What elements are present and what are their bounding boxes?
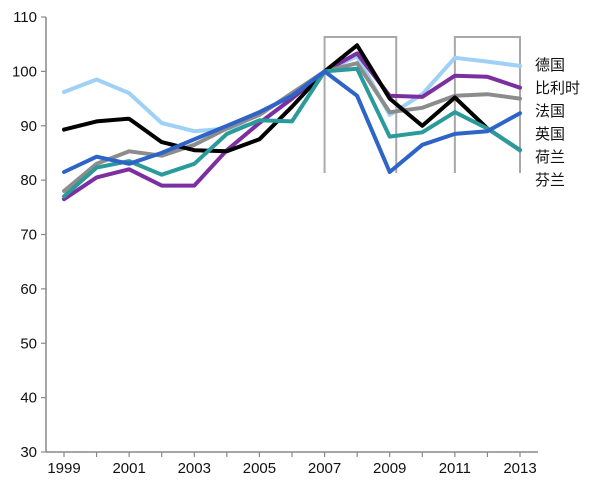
x-tick-label: 2001 [112,460,145,477]
x-tick-label: 2007 [308,460,341,477]
series-line-英国 [62,43,522,154]
legend-label: 德国 [535,56,565,74]
axes: 30 40 50 60 70 80 90 100 110 1999 2001 2003 2005 2007… [12,9,538,477]
series-line-比利时 [62,51,522,202]
x-tick-label: 2013 [503,460,536,477]
y-tick-label: 70 [20,227,37,244]
y-tick-label: 50 [20,335,37,352]
legend-label: 芬兰 [535,171,565,189]
y-tick-label: 30 [20,444,37,461]
x-tick-label: 2003 [178,460,211,477]
series-line-荷兰 [62,66,522,199]
series-line-法国 [62,61,522,193]
y-tick-label: 100 [12,63,37,80]
x-tick-label: 2009 [373,460,406,477]
y-tick-label: 110 [13,9,37,26]
y-tick-label: 80 [20,172,37,189]
legend-label: 比利时 [535,79,580,97]
y-tick-label: 90 [20,118,37,135]
y-tick-label: 40 [20,390,37,407]
x-tick-label: 1999 [47,460,80,477]
y-tick-label: 60 [20,281,37,298]
highlight-box-2 [453,36,521,173]
x-tick-label: 2005 [243,460,276,477]
series-lines [62,43,522,202]
legend-label: 英国 [535,125,565,143]
legend-label: 荷兰 [535,148,565,166]
x-tick-label: 2011 [439,460,471,477]
legend-label: 法国 [535,102,565,120]
series-line-芬兰 [62,69,522,174]
